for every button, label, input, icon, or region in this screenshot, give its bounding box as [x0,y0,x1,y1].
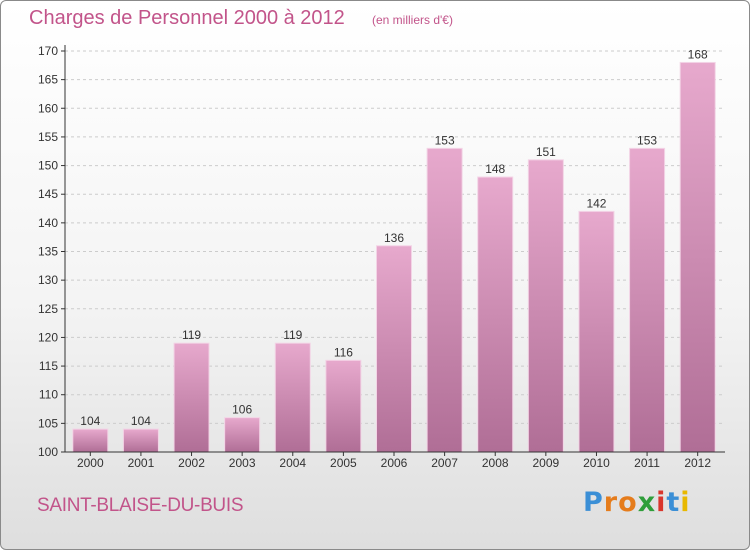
y-tick-label: 130 [38,273,58,287]
bar [477,176,514,453]
data-label: 104 [80,414,100,428]
x-tick-label: 2010 [583,456,610,470]
bar [122,428,159,453]
logo-letter: x [637,487,657,518]
bar [325,359,362,453]
y-tick-label: 105 [38,416,58,430]
y-tick-label: 120 [38,330,58,344]
logo-letter: t [666,487,681,518]
logo-letter: o [618,487,638,518]
y-tick-label: 145 [38,187,58,201]
y-tick-label: 150 [38,159,58,173]
proxiti-logo[interactable]: Proxiti [583,487,691,518]
data-label: 153 [435,133,455,147]
logo-letter: P [583,487,604,518]
x-tick-label: 2005 [330,456,357,470]
x-tick-label: 2003 [229,456,256,470]
x-tick-label: 2001 [128,456,155,470]
x-tick-label: 2008 [482,456,509,470]
y-tick-label: 135 [38,245,58,259]
bar-layer [72,61,716,453]
y-tick-label: 125 [38,302,58,316]
data-label: 119 [182,328,201,342]
data-label: 151 [536,145,556,159]
bar [679,61,716,453]
x-tick-label: 2000 [77,456,104,470]
logo-letter: i [656,487,667,518]
bar [578,210,615,453]
y-tick-label: 100 [38,445,58,459]
x-tick-label: 2006 [381,456,408,470]
data-label: 116 [334,345,353,359]
y-tick-label: 110 [39,388,58,402]
chart-title: Charges de Personnel 2000 à 2012 [29,7,345,29]
y-tick-label: 170 [38,44,58,58]
bar [376,245,412,453]
bar [426,147,463,453]
bar [527,159,564,453]
x-tick-label: 2012 [684,456,711,470]
commune-name: SAINT-BLAISE-DU-BUIS [37,495,244,516]
logo-letter: i [680,487,691,518]
data-label: 153 [637,133,657,147]
y-tick-label: 155 [38,130,58,144]
data-label: 119 [283,328,302,342]
x-tick-label: 2007 [431,456,458,470]
data-label: 104 [131,414,151,428]
x-tick-label: 2009 [532,456,559,470]
data-label: 168 [688,47,708,61]
axis-layer [61,45,725,456]
x-tick-label: 2004 [279,456,306,470]
data-label: 148 [485,162,505,176]
y-tick-label: 165 [38,73,58,87]
bar [72,428,109,453]
label-layer: 100 105 110 115 120 125 130 135 140 145 150 155 160 1… [38,44,711,470]
bar [629,147,666,453]
data-label: 142 [586,196,606,210]
x-tick-label: 2011 [634,456,660,470]
bar [274,342,311,453]
logo-letter: r [603,487,619,518]
x-tick-label: 2002 [178,456,205,470]
y-tick-label: 115 [39,359,58,373]
bar [173,342,210,453]
data-label: 106 [232,403,252,417]
chart-subtitle: (en milliers d'€) [372,13,453,27]
y-tick-label: 160 [38,101,58,115]
y-tick-label: 140 [38,216,58,230]
bar [224,417,261,453]
data-label: 136 [384,231,404,245]
